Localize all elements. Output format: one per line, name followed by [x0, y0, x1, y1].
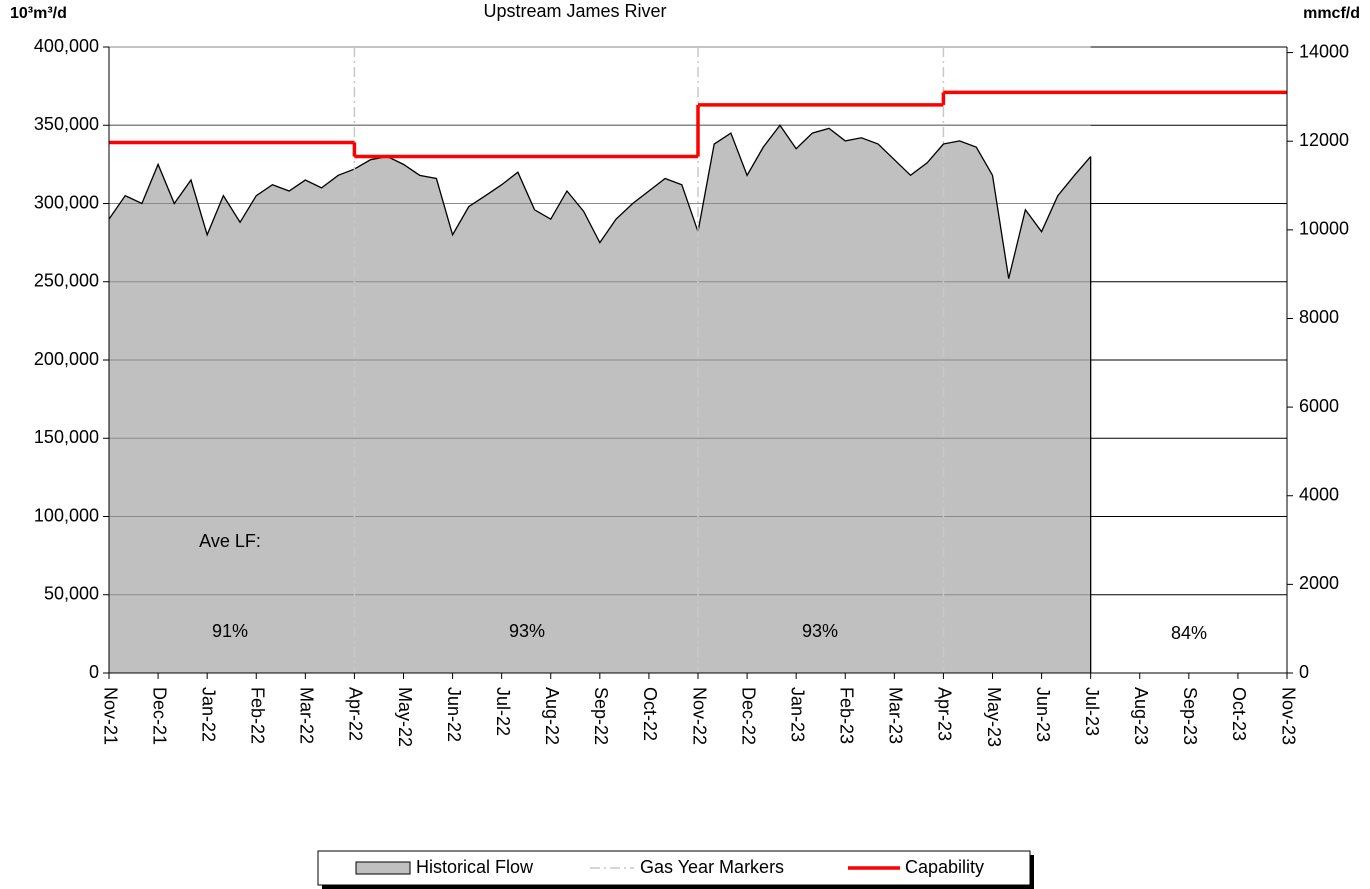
annotation: 91%	[212, 621, 248, 641]
legend-swatch	[355, 861, 411, 875]
x-tick-label: Sep-22	[591, 687, 611, 745]
annotation: 93%	[509, 621, 545, 641]
legend-label: Gas Year Markers	[640, 857, 784, 877]
legend-label: Capability	[905, 857, 984, 877]
annotation: 84%	[1171, 623, 1207, 643]
y2-axis-label: mmcf/d	[1303, 5, 1360, 22]
y2-tick-label: 4000	[1299, 484, 1339, 504]
x-tick-label: Sep-23	[1180, 687, 1200, 745]
y2-tick-label: 14000	[1299, 41, 1349, 61]
flow-line	[108, 124, 1092, 279]
y-tick-label: 100,000	[34, 505, 99, 525]
legend-box	[317, 850, 1031, 886]
y-tick-label: 200,000	[34, 349, 99, 369]
x-tick-label: Oct-23	[1229, 687, 1249, 741]
x-tick-label: May-22	[395, 687, 415, 747]
y2-tick-label: 10000	[1299, 219, 1349, 239]
y2-tick-label: 6000	[1299, 396, 1339, 416]
x-tick-label: Nov-23	[1278, 687, 1298, 745]
x-tick-label: Dec-21	[149, 687, 169, 745]
x-tick-label: May-23	[984, 687, 1004, 747]
annotation: 93%	[802, 621, 838, 641]
x-tick-label: Apr-23	[935, 687, 955, 741]
x-tick-label: Mar-23	[886, 687, 906, 744]
y2-tick-label: 2000	[1299, 573, 1339, 593]
x-tick-label: Feb-23	[837, 687, 857, 744]
x-tick-label: Aug-22	[542, 687, 562, 745]
y2-tick-label: 12000	[1299, 130, 1349, 150]
y-tick-label: 350,000	[34, 114, 99, 134]
x-tick-label: Jul-22	[493, 687, 513, 736]
y-tick-label: 300,000	[34, 192, 99, 212]
x-tick-label: Apr-22	[346, 687, 366, 741]
x-tick-label: Oct-22	[640, 687, 660, 741]
x-tick-label: Aug-23	[1131, 687, 1151, 745]
x-tick-label: Dec-22	[738, 687, 758, 745]
x-tick-label: Nov-22	[689, 687, 709, 745]
x-tick-label: Feb-22	[248, 687, 268, 744]
y-axis-label: 10³m³/d	[10, 5, 67, 22]
y-tick-label: 0	[89, 662, 99, 682]
x-tick-label: Jun-23	[1033, 687, 1053, 742]
x-tick-label: Jan-22	[198, 687, 218, 742]
annotation: Ave LF:	[199, 531, 261, 551]
y-tick-label: 50,000	[44, 584, 99, 604]
y-tick-label: 250,000	[34, 271, 99, 291]
y2-tick-label: 0	[1299, 662, 1309, 682]
y-tick-label: 150,000	[34, 427, 99, 447]
x-tick-label: Mar-22	[297, 687, 317, 744]
y-tick-label: 400,000	[34, 36, 99, 56]
chart-title: Upstream James River	[483, 1, 666, 21]
legend-label: Historical Flow	[416, 857, 534, 877]
y2-tick-label: 8000	[1299, 307, 1339, 327]
x-tick-label: Nov-21	[100, 687, 120, 745]
x-tick-label: Jan-23	[787, 687, 807, 742]
x-tick-label: Jul-23	[1082, 687, 1102, 736]
x-tick-label: Jun-22	[444, 687, 464, 742]
